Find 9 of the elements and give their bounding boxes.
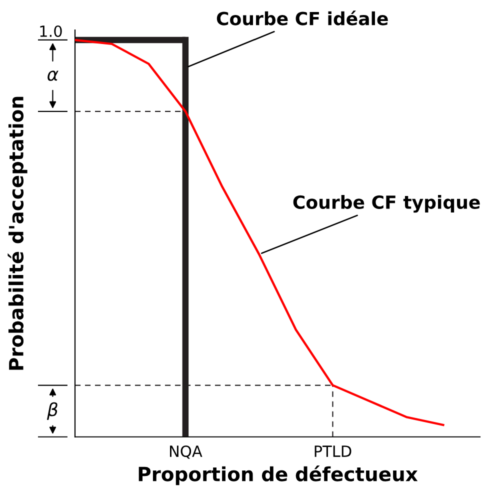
- x-tick-label: PTLD: [314, 446, 352, 457]
- annotation: Courbe CF typique: [293, 195, 480, 213]
- x-axis-title: Proportion de défectueux: [138, 466, 418, 486]
- text: 1.0: [40, 25, 62, 38]
- text: β: [46, 402, 58, 420]
- annotation: Courbe CF idéale: [216, 10, 388, 26]
- text: α: [48, 70, 58, 81]
- x-tick-label: NQA: [170, 445, 202, 459]
- y-axis-title: Probabilité d'acceptation: [8, 96, 28, 370]
